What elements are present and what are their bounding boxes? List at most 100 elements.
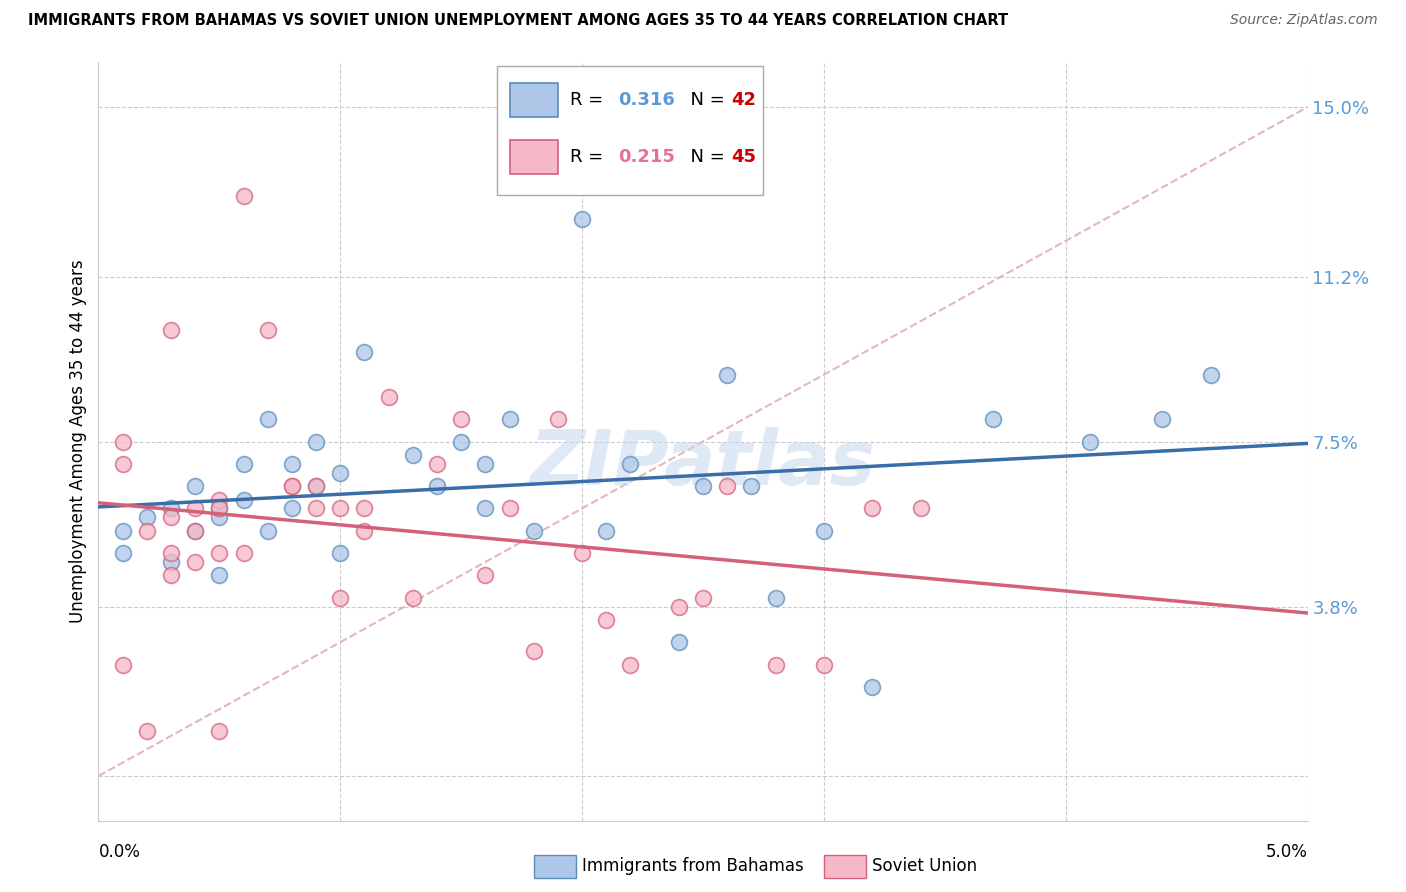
Point bbox=[135, 724, 157, 739]
FancyBboxPatch shape bbox=[509, 140, 558, 174]
Point bbox=[740, 479, 762, 493]
Point bbox=[184, 555, 207, 569]
Point bbox=[208, 724, 231, 739]
Point bbox=[668, 635, 690, 649]
Point bbox=[523, 524, 546, 538]
Point bbox=[498, 412, 520, 426]
Text: Source: ZipAtlas.com: Source: ZipAtlas.com bbox=[1230, 13, 1378, 28]
Point bbox=[184, 479, 207, 493]
Point bbox=[571, 546, 593, 560]
Point bbox=[160, 501, 183, 516]
Point bbox=[329, 546, 352, 560]
Point bbox=[232, 546, 254, 560]
Point bbox=[692, 479, 714, 493]
Point bbox=[208, 501, 231, 516]
Text: R =: R = bbox=[569, 148, 609, 166]
Text: 42: 42 bbox=[731, 91, 756, 110]
Text: 0.215: 0.215 bbox=[619, 148, 675, 166]
Point bbox=[619, 657, 641, 672]
Point bbox=[256, 524, 278, 538]
Text: ZIPatlas: ZIPatlas bbox=[530, 427, 876, 501]
Point bbox=[353, 501, 375, 516]
Point bbox=[281, 479, 304, 493]
Point bbox=[329, 591, 352, 605]
Point bbox=[1152, 412, 1174, 426]
Point bbox=[208, 492, 231, 507]
Point bbox=[595, 524, 617, 538]
Point bbox=[1078, 434, 1101, 449]
Point bbox=[160, 323, 183, 337]
Point bbox=[402, 591, 425, 605]
Point bbox=[716, 368, 738, 382]
Point bbox=[329, 466, 352, 480]
Point bbox=[426, 479, 449, 493]
Point bbox=[281, 457, 304, 471]
Point bbox=[232, 189, 254, 203]
Point bbox=[402, 448, 425, 462]
Point bbox=[353, 345, 375, 359]
Point bbox=[523, 644, 546, 658]
Point bbox=[208, 568, 231, 582]
Point bbox=[184, 524, 207, 538]
Point bbox=[860, 501, 883, 516]
Point bbox=[160, 510, 183, 524]
Point bbox=[232, 492, 254, 507]
Point bbox=[765, 591, 787, 605]
Point bbox=[111, 657, 134, 672]
Text: Immigrants from Bahamas: Immigrants from Bahamas bbox=[582, 857, 804, 875]
Point bbox=[232, 457, 254, 471]
Point bbox=[813, 657, 835, 672]
Point bbox=[813, 524, 835, 538]
FancyBboxPatch shape bbox=[509, 83, 558, 118]
Point bbox=[111, 457, 134, 471]
Point bbox=[111, 524, 134, 538]
Point bbox=[765, 657, 787, 672]
Point bbox=[716, 479, 738, 493]
Point bbox=[668, 599, 690, 614]
Point bbox=[353, 524, 375, 538]
Point bbox=[498, 501, 520, 516]
Text: 0.316: 0.316 bbox=[619, 91, 675, 110]
Point bbox=[208, 501, 231, 516]
Point bbox=[111, 546, 134, 560]
Point bbox=[111, 434, 134, 449]
FancyBboxPatch shape bbox=[534, 855, 576, 878]
Point bbox=[474, 501, 496, 516]
Point bbox=[595, 613, 617, 627]
Point bbox=[474, 457, 496, 471]
Text: R =: R = bbox=[569, 91, 609, 110]
Point bbox=[860, 680, 883, 694]
Point bbox=[981, 412, 1004, 426]
Point bbox=[619, 457, 641, 471]
Point bbox=[160, 555, 183, 569]
Point bbox=[474, 568, 496, 582]
Point bbox=[547, 412, 569, 426]
Text: IMMIGRANTS FROM BAHAMAS VS SOVIET UNION UNEMPLOYMENT AMONG AGES 35 TO 44 YEARS C: IMMIGRANTS FROM BAHAMAS VS SOVIET UNION … bbox=[28, 13, 1008, 29]
Point bbox=[281, 501, 304, 516]
Point bbox=[305, 434, 328, 449]
Point bbox=[329, 501, 352, 516]
Point bbox=[1199, 368, 1222, 382]
Point bbox=[305, 479, 328, 493]
Point bbox=[305, 501, 328, 516]
Point bbox=[377, 390, 399, 404]
Point bbox=[208, 546, 231, 560]
Text: Soviet Union: Soviet Union bbox=[872, 857, 977, 875]
Point bbox=[450, 434, 472, 449]
Text: N =: N = bbox=[679, 148, 730, 166]
Point bbox=[160, 568, 183, 582]
Text: N =: N = bbox=[679, 91, 730, 110]
Y-axis label: Unemployment Among Ages 35 to 44 years: Unemployment Among Ages 35 to 44 years bbox=[69, 260, 87, 624]
Point bbox=[256, 412, 278, 426]
Text: 45: 45 bbox=[731, 148, 756, 166]
Point bbox=[184, 501, 207, 516]
Text: 0.0%: 0.0% bbox=[98, 843, 141, 861]
Point bbox=[305, 479, 328, 493]
Point bbox=[426, 457, 449, 471]
Point bbox=[910, 501, 932, 516]
Point bbox=[256, 323, 278, 337]
Point bbox=[571, 211, 593, 226]
Point bbox=[208, 510, 231, 524]
Point bbox=[135, 510, 157, 524]
FancyBboxPatch shape bbox=[498, 66, 763, 195]
